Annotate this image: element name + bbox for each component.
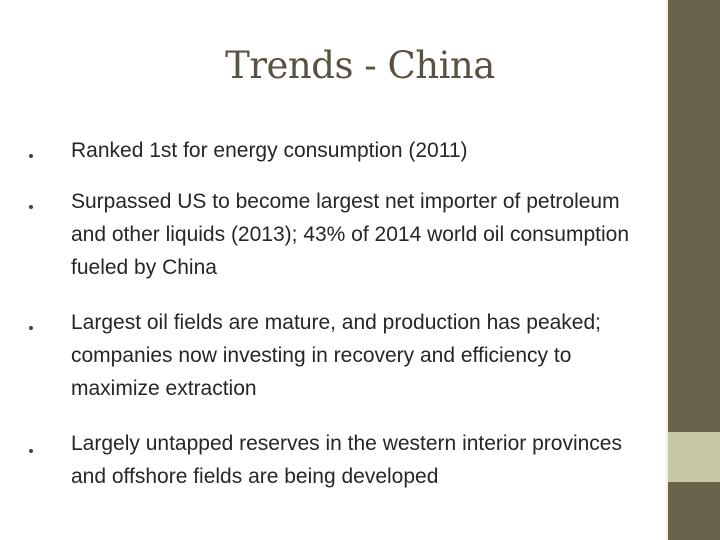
sidebar-accent-block (668, 432, 720, 482)
sidebar-edge-line (666, 0, 668, 540)
slide-title: Trends - China (225, 44, 495, 87)
bullet-dot-icon (29, 326, 33, 330)
bullet-dot-icon (29, 449, 33, 453)
bullet-list: Ranked 1st for energy consumption (2011)… (29, 139, 630, 488)
bullet-dot-icon (29, 205, 33, 209)
bullet-text: Surpassed US to become largest net impor… (71, 190, 630, 279)
bullet-text: Ranked 1st for energy consumption (2011) (71, 139, 468, 162)
bullet-text: Largest oil fields are mature, and produ… (71, 311, 601, 400)
bullet-text: Largely untapped reserves in the western… (71, 432, 622, 488)
bullet-dot-icon (29, 154, 33, 158)
